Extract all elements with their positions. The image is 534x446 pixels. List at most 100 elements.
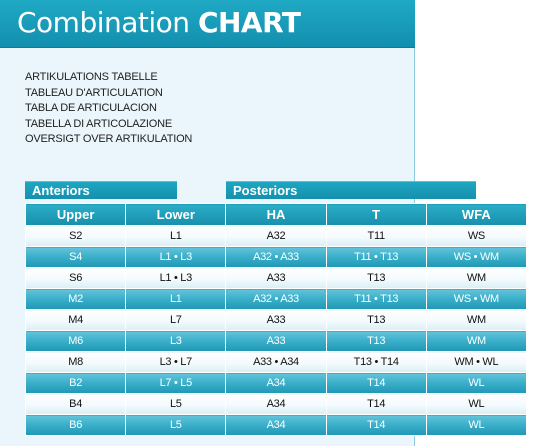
table-header-row: Upper Lower HA T WFA — [24, 203, 528, 226]
cell-text: S2 — [69, 230, 83, 242]
cell-text: M4 — [68, 314, 83, 326]
cell-text: A34 — [266, 419, 286, 431]
cell-text: WM — [466, 335, 486, 347]
table-row: B4 L5 A34 T14 WL — [24, 393, 528, 415]
cell-text: L1 — [169, 230, 182, 242]
table-cell: L1 • L3 — [125, 246, 227, 268]
cell-text: T11 — [367, 230, 386, 242]
table-body: S2 L1 A32 T11 WS S4 L1 • L3 A32 • A33 T11 • T13 W… — [24, 225, 528, 436]
table-cell: T14 — [325, 414, 427, 436]
table-cell: L5 — [125, 414, 227, 436]
cell-text: WL — [468, 398, 485, 410]
cell-text: T13 — [367, 335, 386, 347]
table-cell: WM — [425, 309, 528, 331]
table-cell: A33 — [225, 267, 327, 289]
cell-text: A34 — [266, 398, 286, 410]
cell-text: B2 — [69, 377, 83, 389]
table-cell: WL — [425, 414, 528, 436]
table-cell: A33 • A34 — [225, 351, 327, 373]
table-cell: M6 — [24, 330, 127, 352]
table-cell: M8 — [24, 351, 127, 373]
table-row: M4 L7 A33 T13 WM — [24, 309, 528, 331]
language-line: ARTIKULATIONS TABELLE — [25, 71, 158, 83]
cell-text: T11 • T13 — [354, 293, 399, 305]
table-row: M2 L1 A32 • A33 T11 • T13 WS • WM — [24, 288, 528, 310]
table-cell: T11 — [325, 225, 427, 247]
table-cell: T13 — [325, 330, 427, 352]
page-title: Combination CHART — [17, 4, 301, 42]
cell-text: WM — [466, 272, 486, 284]
cell-text: T14 — [367, 398, 386, 410]
cell-text: WS • WM — [453, 293, 499, 305]
cell-text: A33 — [266, 335, 286, 347]
title-light: Combination — [17, 6, 198, 39]
table-cell: L3 • L7 — [125, 351, 227, 373]
table-row: S2 L1 A32 T11 WS — [24, 225, 528, 247]
table-cell: WS • WM — [425, 288, 528, 310]
title-bold: CHART — [197, 6, 301, 39]
cell-text: B6 — [69, 419, 83, 431]
table-cell: B2 — [24, 372, 127, 394]
table-cell: S6 — [24, 267, 127, 289]
table-cell: T14 — [325, 393, 427, 415]
cell-text: T14 — [367, 419, 386, 431]
table-cell: T13 — [325, 309, 427, 331]
table-cell: B4 — [24, 393, 127, 415]
table-cell: T11 • T13 — [325, 246, 427, 268]
cell-text: WL — [468, 377, 485, 389]
cell-text: B4 — [69, 398, 83, 410]
table-cell: T13 • T14 — [325, 351, 427, 373]
cell-text: WS • WM — [453, 251, 499, 263]
column-header: Upper — [24, 203, 127, 226]
language-line: OVERSIGT OVER ARTIKULATION — [25, 133, 193, 145]
table-cell: T13 — [325, 267, 427, 289]
language-line: TABLEAU D'ARTICULATION — [25, 86, 163, 99]
language-line: TABELLA DI ARTICOLAZIONE — [25, 117, 173, 130]
cell-text: L3 — [169, 335, 182, 347]
cell-text: S4 — [69, 251, 83, 263]
table-cell: A34 — [225, 372, 327, 394]
column-header: WFA — [425, 203, 528, 226]
table-row: S6 L1 • L3 A33 T13 WM — [24, 267, 528, 289]
articulation-table: Upper Lower HA T WFA S2 L1 A32 T11 WS S4 L1 • … — [24, 203, 528, 436]
cell-text: L7 • L5 — [159, 377, 193, 389]
table-cell: L1 — [125, 225, 227, 247]
language-list: ARTIKULATIONS TABELLE TABLEAU D'ARTICULA… — [25, 70, 192, 148]
cell-text: L3 • L7 — [159, 356, 193, 368]
table-row: M8 L3 • L7 A33 • A34 T13 • T14 WM • WL — [24, 351, 528, 373]
column-header: HA — [225, 203, 327, 226]
column-header: T — [325, 203, 427, 226]
cell-text: L1 — [169, 293, 182, 305]
anteriors-tab: Anteriors — [25, 181, 177, 199]
table-row: B6 L5 A34 T14 WL — [24, 414, 528, 436]
table-cell: WL — [425, 393, 528, 415]
table-cell: WM • WL — [425, 351, 528, 373]
cell-text: A32 — [266, 230, 286, 242]
table-cell: A32 • A33 — [225, 246, 327, 268]
cell-text: A32 • A33 — [253, 251, 299, 263]
cell-text: T14 — [367, 377, 386, 389]
cell-text: A34 — [266, 377, 286, 389]
table-row: M6 L3 A33 T13 WM — [24, 330, 528, 352]
table-cell: WL — [425, 372, 528, 394]
cell-text: WM • WL — [454, 356, 499, 368]
table-cell: WS • WM — [425, 246, 528, 268]
cell-text: L5 — [169, 398, 182, 410]
cell-text: A32 • A33 — [253, 293, 299, 305]
table-cell: S2 — [24, 225, 127, 247]
table-cell: A34 — [225, 393, 327, 415]
table-cell: A34 — [225, 414, 327, 436]
table-cell: L5 — [125, 393, 227, 415]
table-cell: L7 — [125, 309, 227, 331]
cell-text: L5 — [169, 419, 182, 431]
cell-text: T13 • T14 — [353, 356, 399, 368]
cell-text: L1 • L3 — [159, 251, 193, 263]
table-cell: L3 — [125, 330, 227, 352]
cell-text: A33 — [266, 272, 286, 284]
table-row: S4 L1 • L3 A32 • A33 T11 • T13 WS • WM — [24, 246, 528, 268]
table-cell: T11 • T13 — [325, 288, 427, 310]
language-line: TABLA DE ARTICULACION — [25, 102, 157, 114]
cell-text: M2 — [68, 293, 83, 305]
cell-text: T11 • T13 — [354, 251, 399, 263]
column-header: Lower — [125, 203, 227, 226]
